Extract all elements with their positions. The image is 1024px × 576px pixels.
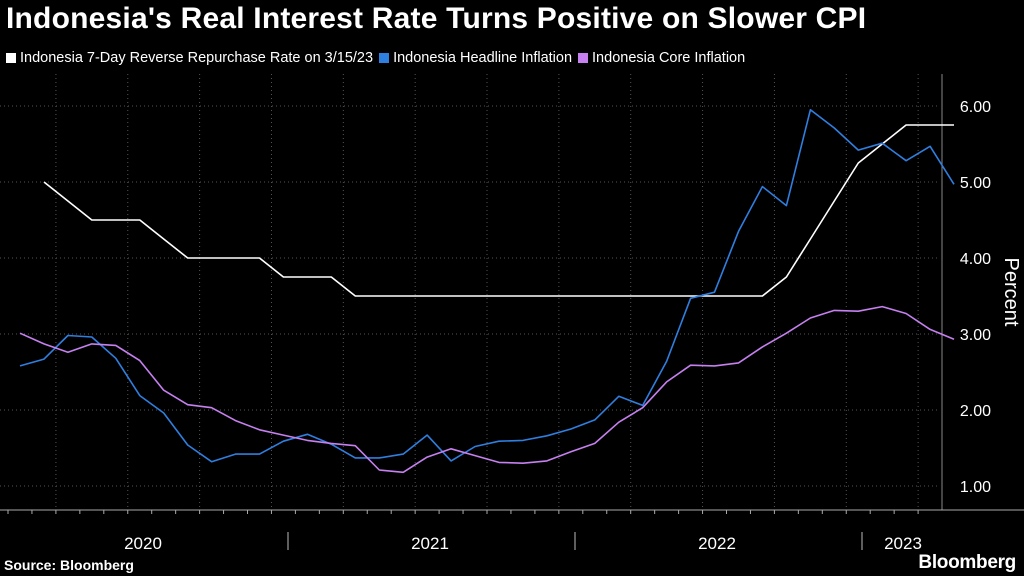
y-tick-label: 3.00: [960, 327, 991, 344]
legend-item-core: Indonesia Core Inflation: [578, 50, 745, 66]
x-year-label: 2022: [698, 534, 736, 553]
bloomberg-logo: Bloomberg: [918, 552, 1016, 573]
chart-title: Indonesia's Real Interest Rate Turns Pos…: [6, 2, 867, 35]
legend-item-rate: Indonesia 7-Day Reverse Repurchase Rate …: [6, 50, 373, 66]
y-tick-label: 2.00: [960, 403, 991, 420]
y-tick-label: 5.00: [960, 175, 991, 192]
legend: Indonesia 7-Day Reverse Repurchase Rate …: [6, 50, 751, 66]
x-year-label: 2021: [411, 534, 449, 553]
y-tick-label: 6.00: [960, 99, 991, 116]
legend-label-core: Indonesia Core Inflation: [592, 50, 746, 66]
y-tick-label: 4.00: [960, 251, 991, 268]
legend-swatch-core: [578, 53, 589, 63]
x-year-label: 2020: [124, 534, 162, 553]
series-line-0: [43, 124, 954, 297]
legend-label-rate: Indonesia 7-Day Reverse Repurchase Rate …: [20, 50, 374, 66]
y-axis-title: Percent: [1000, 258, 1022, 327]
y-tick-label: 1.00: [960, 479, 991, 496]
series-line-2: [19, 305, 955, 474]
x-year-label: 2023: [884, 534, 922, 553]
series-line-1: [19, 109, 955, 463]
legend-label-headline: Indonesia Headline Inflation: [393, 50, 573, 66]
legend-swatch-headline: [379, 53, 390, 63]
source-note: Source: Bloomberg: [4, 557, 134, 573]
legend-item-headline: Indonesia Headline Inflation: [379, 50, 572, 66]
legend-swatch-rate: [6, 53, 16, 63]
